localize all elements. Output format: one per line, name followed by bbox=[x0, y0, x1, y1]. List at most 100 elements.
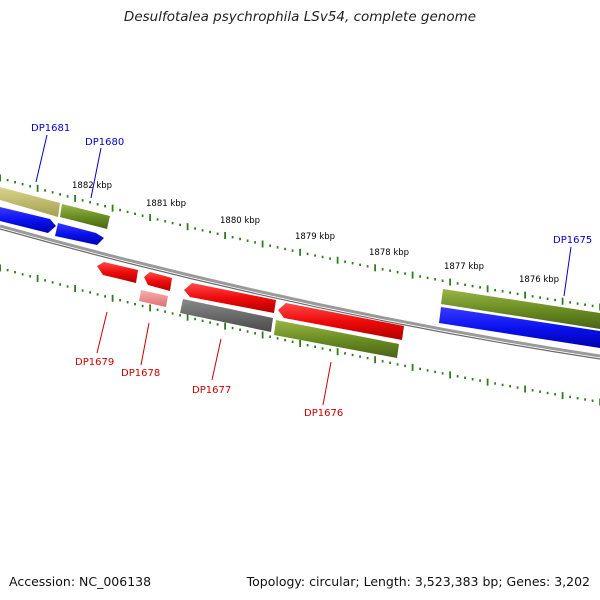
upper-scale-tick bbox=[449, 278, 451, 286]
lower-scale-tick bbox=[329, 348, 331, 352]
leader-dp1680 bbox=[90, 147, 102, 199]
upper-scale-tick bbox=[411, 271, 414, 279]
lower-scale-tick bbox=[321, 347, 324, 350]
lower-scale-tick bbox=[111, 294, 114, 302]
lower-scale-tick bbox=[291, 340, 294, 343]
upper-scale-tick bbox=[0, 174, 1, 182]
lower-scale-tick bbox=[389, 361, 391, 364]
upper-scale-tick bbox=[21, 183, 24, 186]
upper-scale-tick bbox=[111, 204, 114, 212]
lower-scale-tick bbox=[209, 321, 211, 324]
feature-dp1680-olive[interactable] bbox=[60, 204, 110, 229]
lower-scale-tick bbox=[576, 397, 579, 400]
upper-scale-tick bbox=[96, 203, 99, 206]
lower-scale-tick bbox=[224, 322, 226, 330]
lower-scale-tick bbox=[126, 301, 129, 304]
lower-scale-tick bbox=[396, 363, 399, 366]
lower-scale-tick bbox=[14, 271, 16, 274]
feature-dp1677-gray[interactable] bbox=[180, 299, 273, 332]
feature-dp1680-cds[interactable] bbox=[55, 223, 104, 245]
upper-scale-tick bbox=[396, 271, 399, 274]
lower-scale-tick bbox=[269, 335, 271, 338]
upper-scale-tick bbox=[329, 257, 331, 260]
ruler-label-1878: 1878 kbp bbox=[369, 248, 409, 258]
lower-scale-tick bbox=[36, 274, 39, 282]
feature-dp1676-olive[interactable] bbox=[274, 320, 399, 358]
upper-scale-tick bbox=[59, 193, 61, 196]
gene-label-dp1681[interactable]: DP1681 bbox=[31, 123, 70, 134]
upper-scale-tick bbox=[591, 304, 594, 308]
lower-scale-tick bbox=[149, 304, 151, 312]
upper-scale-tick bbox=[179, 223, 181, 227]
upper-scale-tick bbox=[389, 269, 391, 272]
lower-scale-tick bbox=[96, 293, 99, 296]
feature-dp1675-cds[interactable] bbox=[439, 307, 600, 348]
gene-label-dp1676[interactable]: DP1676 bbox=[304, 408, 343, 419]
lower-scale-tick bbox=[104, 295, 106, 298]
lower-scale-tick bbox=[51, 281, 54, 284]
feature-dp1678-cds[interactable] bbox=[144, 272, 172, 291]
lower-scale-tick bbox=[134, 302, 136, 306]
leader-dp1676 bbox=[322, 361, 332, 406]
feature-dp1679-cds[interactable] bbox=[97, 262, 138, 283]
feature-dp1681-cds[interactable] bbox=[0, 207, 56, 233]
upper-scale-tick bbox=[456, 282, 459, 285]
lower-scale-tick bbox=[471, 378, 474, 381]
gene-label-dp1677[interactable]: DP1677 bbox=[192, 385, 231, 396]
lower-scale-tick bbox=[366, 356, 369, 360]
upper-scale-tick bbox=[546, 297, 549, 300]
upper-scale-tick bbox=[246, 239, 249, 242]
lower-scale-tick bbox=[546, 391, 549, 395]
gene-label-dp1679[interactable]: DP1679 bbox=[75, 357, 114, 368]
upper-scale-tick bbox=[89, 201, 91, 204]
lower-scale-tick bbox=[524, 385, 526, 393]
lower-scale-tick bbox=[539, 390, 541, 393]
upper-scale-tick bbox=[51, 191, 54, 194]
gene-label-dp1675[interactable]: DP1675 bbox=[553, 235, 592, 246]
feature-dp1678-pseudo[interactable] bbox=[139, 290, 168, 307]
lower-scale-ticks bbox=[0, 264, 600, 406]
gene-label-dp1678[interactable]: DP1678 bbox=[121, 368, 160, 379]
upper-scale-tick bbox=[134, 212, 136, 215]
leader-dp1679 bbox=[96, 311, 108, 354]
upper-scale-tick bbox=[224, 232, 226, 239]
upper-scale-tick bbox=[269, 244, 271, 247]
upper-scale-tick bbox=[381, 268, 384, 271]
upper-scale-tick bbox=[194, 227, 196, 230]
lower-scale-tick bbox=[141, 304, 144, 308]
lower-scale-tick bbox=[171, 312, 174, 315]
upper-scale-tick bbox=[539, 296, 541, 299]
feature-dp1677-cds[interactable] bbox=[184, 283, 276, 313]
upper-scale-tick bbox=[531, 295, 534, 298]
upper-scale-tick bbox=[201, 229, 204, 232]
upper-scale-tick bbox=[434, 278, 436, 281]
map-title: Desulfotalea psychrophila LSv54, complet… bbox=[123, 9, 477, 25]
upper-scale-tick bbox=[156, 218, 159, 221]
upper-scale-tick bbox=[426, 276, 429, 280]
lower-scale-tick bbox=[201, 319, 204, 322]
lower-scale-tick bbox=[179, 314, 181, 317]
upper-scale-tick bbox=[186, 223, 189, 231]
lower-scale-tick bbox=[276, 337, 279, 340]
upper-scale-tick bbox=[306, 252, 309, 256]
upper-scale-tick bbox=[66, 195, 69, 198]
lower-scale-tick bbox=[584, 398, 586, 401]
lower-scale-tick bbox=[239, 328, 241, 331]
upper-scale-tick bbox=[359, 263, 361, 266]
upper-scale-tick bbox=[149, 214, 151, 222]
lower-scale-tick bbox=[561, 392, 564, 400]
gene-label-dp1680[interactable]: DP1680 bbox=[85, 137, 124, 148]
lower-scale-tick bbox=[254, 332, 256, 335]
lower-scale-tick bbox=[509, 385, 511, 388]
feature-dp1675-olive[interactable] bbox=[441, 289, 600, 329]
upper-scale-tick bbox=[171, 221, 174, 225]
upper-scale-tick bbox=[29, 185, 31, 188]
feature-khaki-left[interactable] bbox=[0, 187, 60, 217]
upper-scale-tick bbox=[584, 303, 586, 306]
lower-scale-tick bbox=[494, 382, 496, 385]
upper-scale-tick bbox=[441, 279, 444, 282]
upper-scale-tick bbox=[276, 246, 279, 249]
feature-dp1676-cds[interactable] bbox=[278, 303, 404, 340]
lower-scale-tick bbox=[434, 370, 436, 374]
